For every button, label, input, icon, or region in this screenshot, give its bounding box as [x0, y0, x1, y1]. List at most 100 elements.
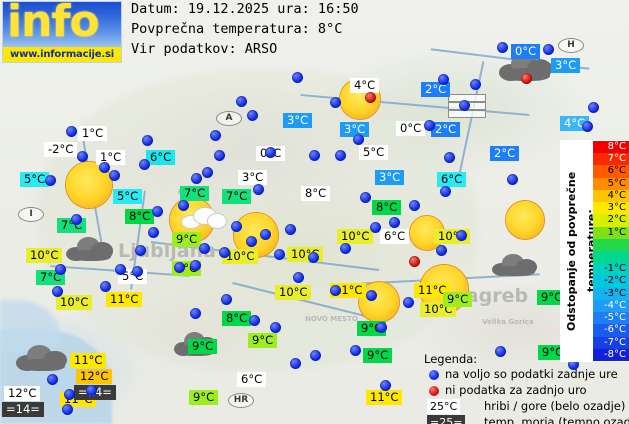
scale-row: -4°C — [593, 299, 629, 313]
station-marker-ok[interactable] — [221, 294, 232, 305]
station-marker-ok[interactable] — [115, 264, 126, 275]
station-marker-ok[interactable] — [335, 150, 346, 161]
station-marker-ok[interactable] — [202, 167, 213, 178]
station-marker-ok[interactable] — [210, 130, 221, 141]
station-marker-ok[interactable] — [100, 281, 111, 292]
station-marker-ok[interactable] — [360, 192, 371, 203]
station-marker-ok[interactable] — [270, 322, 281, 333]
station-marker-ok[interactable] — [219, 247, 230, 258]
station-marker-ok[interactable] — [582, 121, 593, 132]
station-marker-ok[interactable] — [340, 243, 351, 254]
station-marker-ok[interactable] — [389, 217, 400, 228]
country-code-hr: HR — [228, 393, 254, 408]
station-marker-ok[interactable] — [310, 350, 321, 361]
station-marker-ok[interactable] — [370, 222, 381, 233]
station-marker-ok[interactable] — [45, 175, 56, 186]
station-marker-ok[interactable] — [330, 97, 341, 108]
station-marker-ok[interactable] — [260, 229, 271, 240]
station-marker-ok[interactable] — [109, 170, 120, 181]
station-marker-ok[interactable] — [249, 315, 260, 326]
station-marker-ok[interactable] — [380, 380, 391, 391]
station-marker-nodata[interactable] — [365, 92, 376, 103]
station-marker-ok[interactable] — [438, 74, 449, 85]
scale-row: 3°C — [593, 202, 629, 215]
station-marker-ok[interactable] — [309, 150, 320, 161]
temperature-label: 2°C — [431, 122, 461, 137]
station-marker-ok[interactable] — [86, 385, 97, 396]
scale-row — [593, 238, 629, 251]
station-marker-ok[interactable] — [308, 252, 319, 263]
station-marker-ok[interactable] — [139, 159, 150, 170]
station-marker-ok[interactable] — [495, 346, 506, 357]
station-marker-ok[interactable] — [77, 151, 88, 162]
station-marker-ok[interactable] — [543, 44, 554, 55]
temperature-label: 0°C — [511, 44, 541, 59]
station-marker-ok[interactable] — [330, 285, 341, 296]
station-marker-ok[interactable] — [174, 262, 185, 273]
station-marker-ok[interactable] — [376, 322, 387, 333]
station-marker-ok[interactable] — [253, 184, 264, 195]
temperature-label: 9°C — [188, 339, 218, 354]
station-marker-ok[interactable] — [588, 102, 599, 113]
station-marker-ok[interactable] — [436, 245, 447, 256]
station-marker-ok[interactable] — [191, 173, 202, 184]
station-marker-ok[interactable] — [507, 174, 518, 185]
station-marker-ok[interactable] — [71, 214, 82, 225]
station-marker-ok[interactable] — [444, 152, 455, 163]
station-marker-ok[interactable] — [246, 236, 257, 247]
cloud-puff — [496, 266, 536, 276]
station-marker-ok[interactable] — [366, 290, 377, 301]
station-marker-ok[interactable] — [350, 345, 361, 356]
station-marker-ok[interactable] — [290, 358, 301, 369]
station-marker-ok[interactable] — [178, 200, 189, 211]
station-marker-ok[interactable] — [440, 186, 451, 197]
header-data-source: Vir podatkov: ARSO — [131, 41, 278, 57]
legend-item: na voljo so podatki zadnje ure — [424, 367, 624, 382]
temperature-label: 10°C — [275, 285, 312, 300]
station-marker-ok[interactable] — [66, 126, 77, 137]
station-marker-ok[interactable] — [470, 79, 481, 90]
legend-item: =25= temp. morja (temno ozadje) — [424, 415, 629, 424]
station-marker-ok[interactable] — [353, 134, 364, 145]
station-marker-ok[interactable] — [293, 272, 304, 283]
map-grid-box — [448, 110, 486, 118]
station-marker-ok[interactable] — [142, 135, 153, 146]
station-marker-ok[interactable] — [285, 224, 296, 235]
station-marker-ok[interactable] — [190, 260, 201, 271]
station-marker-ok[interactable] — [132, 266, 143, 277]
station-marker-ok[interactable] — [292, 72, 303, 83]
station-marker-ok[interactable] — [265, 147, 276, 158]
station-marker-ok[interactable] — [409, 200, 420, 211]
logo-url-text: www.informacije.si — [10, 49, 114, 60]
station-marker-ok[interactable] — [148, 227, 159, 238]
station-marker-ok[interactable] — [135, 245, 146, 256]
station-marker-ok[interactable] — [231, 221, 242, 232]
station-marker-ok[interactable] — [568, 359, 579, 370]
station-marker-ok[interactable] — [152, 206, 163, 217]
station-marker-ok[interactable] — [62, 404, 73, 415]
station-marker-ok[interactable] — [190, 308, 201, 319]
station-marker-ok[interactable] — [497, 42, 508, 53]
station-marker-ok[interactable] — [424, 120, 435, 131]
station-marker-nodata[interactable] — [409, 256, 420, 267]
temperature-label: 3°C — [238, 170, 268, 185]
station-marker-ok[interactable] — [47, 374, 58, 385]
station-marker-ok[interactable] — [403, 297, 414, 308]
station-marker-ok[interactable] — [55, 264, 66, 275]
color-scale-bar: 8°C 7°C 6°C 5°C 4°C 3°C 2°C 1°C -1°C -2°C -3°C -4°C… — [593, 141, 629, 361]
station-marker-ok[interactable] — [52, 286, 63, 297]
station-marker-ok[interactable] — [64, 389, 75, 400]
site-logo[interactable]: info www.informacije.si — [3, 0, 121, 62]
station-marker-ok[interactable] — [456, 230, 467, 241]
station-marker-ok[interactable] — [459, 100, 470, 111]
legend-title: Legenda: — [424, 352, 478, 366]
station-marker-ok[interactable] — [274, 249, 285, 260]
station-marker-ok[interactable] — [214, 150, 225, 161]
temperature-label: 5°C — [359, 145, 389, 160]
station-marker-ok[interactable] — [99, 162, 110, 173]
station-marker-ok[interactable] — [199, 243, 210, 254]
station-marker-ok[interactable] — [236, 96, 247, 107]
station-marker-ok[interactable] — [247, 110, 258, 121]
color-scale-title: Odstopanje od povprečne temperature: — [565, 171, 598, 331]
station-marker-nodata[interactable] — [521, 73, 532, 84]
